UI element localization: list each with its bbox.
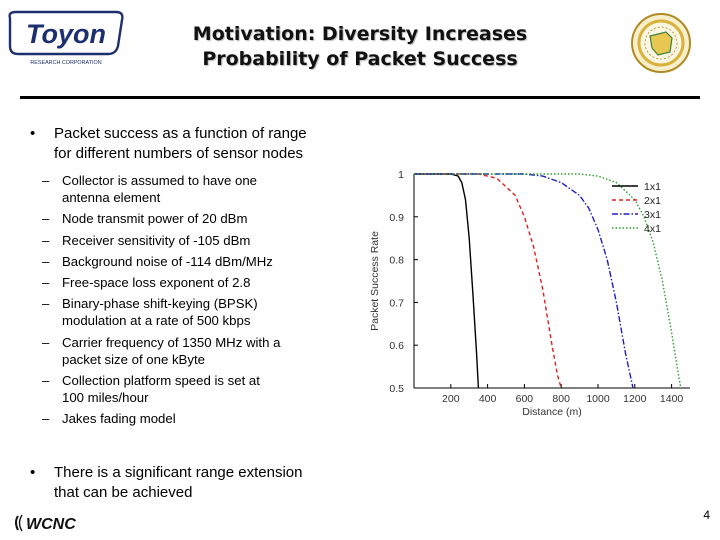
bullet-line: for different numbers of sensor nodes (54, 145, 304, 162)
y-tick-label: 0.5 (389, 383, 404, 395)
sub-bullet-line: Background noise of -114 dBm/MHz (62, 253, 273, 269)
sub-bullet-line: Receiver sensitivity of -105 dBm (62, 232, 251, 248)
x-axis-label: Distance (m) (522, 406, 582, 418)
legend-label: 3x1 (644, 209, 661, 221)
dash-marker: – (42, 411, 50, 427)
x-tick-label: 800 (552, 393, 570, 405)
dash-marker: – (42, 211, 50, 227)
series-line-2x1 (414, 173, 562, 389)
sub-bullet-line: 100 miles/hour (62, 390, 149, 406)
x-tick-label: 600 (516, 393, 534, 405)
sub-bullet-line: Collection platform speed is set at (62, 373, 260, 389)
logo-subtext: RESEARCH CORPORATION (30, 60, 101, 66)
bullet-line: that can be achieved (54, 484, 193, 501)
bullet-item: • There is a significant range extension… (30, 463, 370, 503)
x-tick-label: 1000 (586, 393, 610, 405)
y-tick-label: 0.6 (389, 340, 404, 352)
bullet-marker: • (30, 464, 36, 481)
sub-bullet-item: – Binary-phase shift-keying (BPSK) modulat… (40, 295, 370, 329)
x-tick-label: 200 (442, 393, 460, 405)
dash-marker: – (42, 373, 50, 389)
sub-bullet-item: – Collector is assumed to have one antenna… (40, 172, 370, 206)
title-line-2: Probability of Packet Success (202, 48, 518, 70)
slide-title: Motivation: Diversity Increases Probabil… (150, 22, 570, 72)
wcnc-logo: WCNC (15, 514, 76, 533)
sub-bullet-item: – Background noise of -114 dBm/MHz (40, 253, 370, 270)
sub-bullet-item: – Jakes fading model (40, 410, 370, 427)
main-bullet: • Packet success as a function of range … (30, 124, 380, 164)
dash-marker: – (42, 296, 50, 312)
sub-bullet-line: packet size of one kByte (62, 351, 205, 367)
sub-bullet-list: – Collector is assumed to have one antenna… (40, 172, 370, 432)
x-tick-label: 1200 (623, 393, 647, 405)
packet-success-chart: 1 0.9 0.8 0.7 0.6 0.5 200 400 600 800 1000 1200 1400… (369, 169, 690, 418)
sub-bullet-line: Collector is assumed to have one (62, 173, 257, 188)
y-tick-label: 0.9 (389, 212, 404, 224)
sub-bullet-line: Node transmit power of 20 dBm (62, 211, 248, 227)
wcnc-logo-text: WCNC (26, 516, 76, 533)
x-tick-label: 400 (479, 393, 497, 405)
sub-bullet-line: Jakes fading model (62, 411, 176, 427)
series-line-1x1 (414, 173, 480, 389)
page-number: 4 (703, 508, 710, 522)
sub-bullet-item: – Free-space loss exponent of 2.8 (40, 274, 370, 291)
legend-label: 4x1 (644, 223, 661, 235)
title-line-1: Motivation: Diversity Increases (192, 23, 528, 45)
title-divider (20, 96, 700, 99)
sub-bullet-item: – Carrier frequency of 1350 MHz with a pac… (40, 334, 370, 368)
sub-bullet-item: – Receiver sensitivity of -105 dBm (40, 232, 370, 249)
university-seal-icon (631, 13, 691, 73)
sub-bullet-line: Free-space loss exponent of 2.8 (62, 275, 251, 291)
bullet-line: There is a significant range extension (54, 464, 303, 481)
sub-bullet-item: – Collection platform speed is set at 100 … (40, 372, 370, 406)
series-line-4x1 (414, 173, 682, 389)
sub-bullet-item: – Node transmit power of 20 dBm (40, 210, 370, 227)
x-tick-label: 1400 (660, 393, 684, 405)
series-line-3x1 (414, 173, 634, 389)
y-tick-label: 0.7 (389, 297, 404, 309)
sub-bullet-line: antenna element (62, 190, 161, 206)
bullet-marker: • (30, 125, 36, 142)
dash-marker: – (42, 232, 50, 248)
dash-marker: – (42, 334, 50, 350)
dash-marker: – (42, 275, 50, 291)
second-bullet: • There is a significant range extension… (30, 463, 370, 503)
bullet-line: Packet success as a function of range (54, 125, 307, 142)
sub-bullet-line: Binary-phase shift-keying (BPSK) (62, 296, 258, 312)
dash-marker: – (42, 173, 50, 188)
logo-text: Toyon (26, 19, 106, 49)
legend-label: 2x1 (644, 195, 661, 207)
y-tick-label: 1 (398, 169, 404, 181)
sub-bullet-line: modulation at a rate of 500 kbps (62, 313, 251, 329)
sub-bullet-line: Carrier frequency of 1350 MHz with a (62, 334, 281, 350)
toyon-logo: Toyon RESEARCH CORPORATION (8, 10, 124, 66)
y-axis-label: Packet Success Rate (369, 231, 381, 331)
dash-marker: – (42, 253, 50, 269)
bullet-item: • Packet success as a function of range … (30, 124, 380, 164)
y-tick-label: 0.8 (389, 255, 404, 267)
legend-label: 1x1 (644, 181, 661, 193)
